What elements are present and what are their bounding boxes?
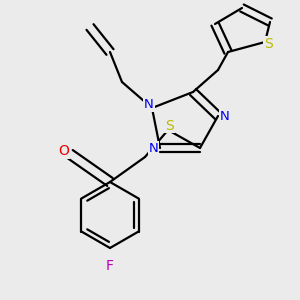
Text: S: S: [264, 37, 273, 50]
Text: N: N: [220, 110, 230, 122]
Text: N: N: [148, 142, 158, 154]
Text: S: S: [165, 118, 174, 133]
Text: O: O: [58, 144, 69, 158]
Text: F: F: [106, 259, 114, 273]
Text: N: N: [144, 98, 154, 111]
